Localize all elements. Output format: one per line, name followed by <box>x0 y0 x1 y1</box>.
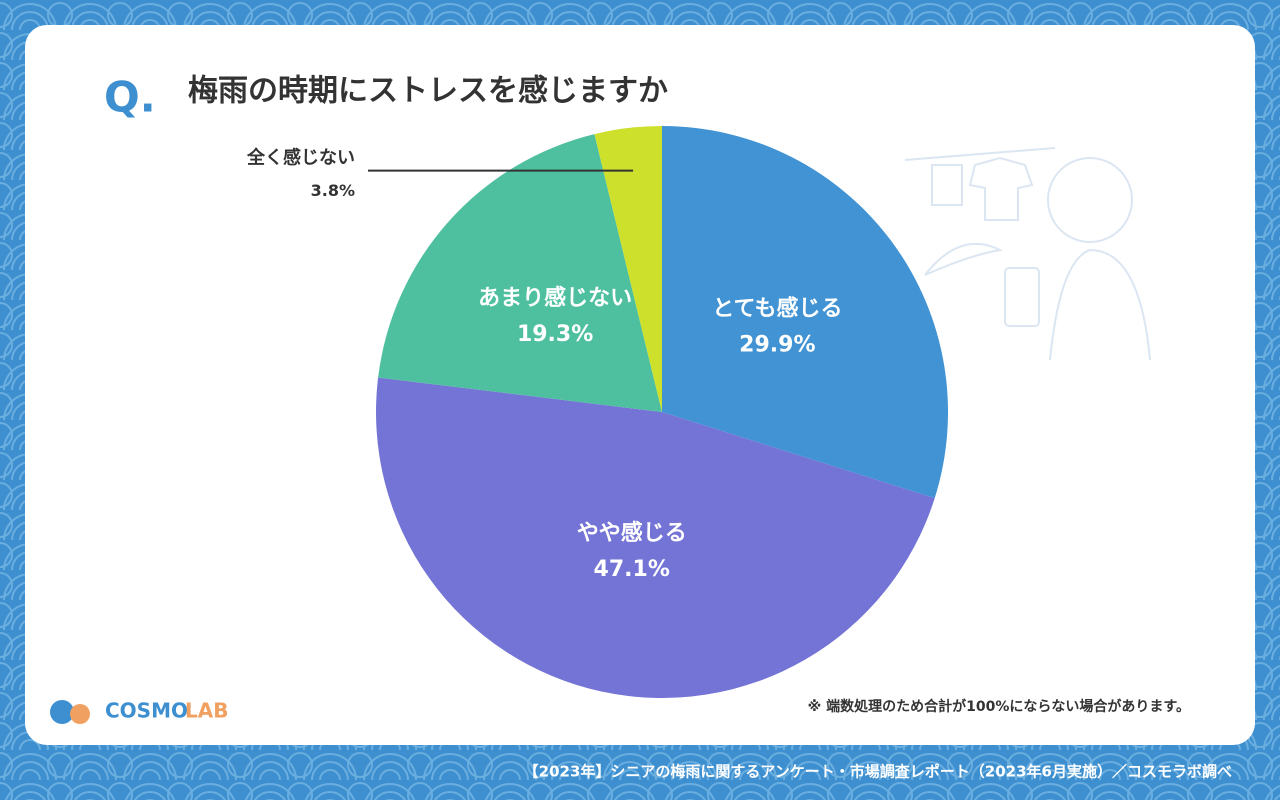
pie-slice <box>378 134 662 412</box>
slice-label: 全く感じない <box>246 147 355 169</box>
value-label: 3.8% <box>311 181 355 200</box>
pie-slice <box>594 126 662 412</box>
logo-text: LAB <box>185 699 228 723</box>
pie-slice <box>662 126 949 499</box>
slice-label: やや感じる <box>577 520 687 546</box>
slice-label: あまり感じない <box>478 285 632 311</box>
value-label: 47.1% <box>594 557 670 582</box>
value-label: 29.9% <box>739 332 815 357</box>
question-label: Q. <box>104 73 156 122</box>
chart-title: 梅雨の時期にストレスを感じますか <box>188 74 668 109</box>
footnote: ※ 端数処理のため合計が100%にならない場合があります。 <box>808 698 1190 715</box>
logo-text: COSMO <box>105 699 188 723</box>
illustration <box>904 147 1151 361</box>
pie-slice <box>375 377 935 699</box>
slice-label: とても感じる <box>712 295 842 321</box>
source: 【2023年】シニアの梅雨に関するアンケート・市場調査レポート（2023年6月実… <box>524 763 1232 781</box>
logo: COSMO LAB <box>50 699 228 724</box>
value-label: 19.3% <box>517 322 593 347</box>
